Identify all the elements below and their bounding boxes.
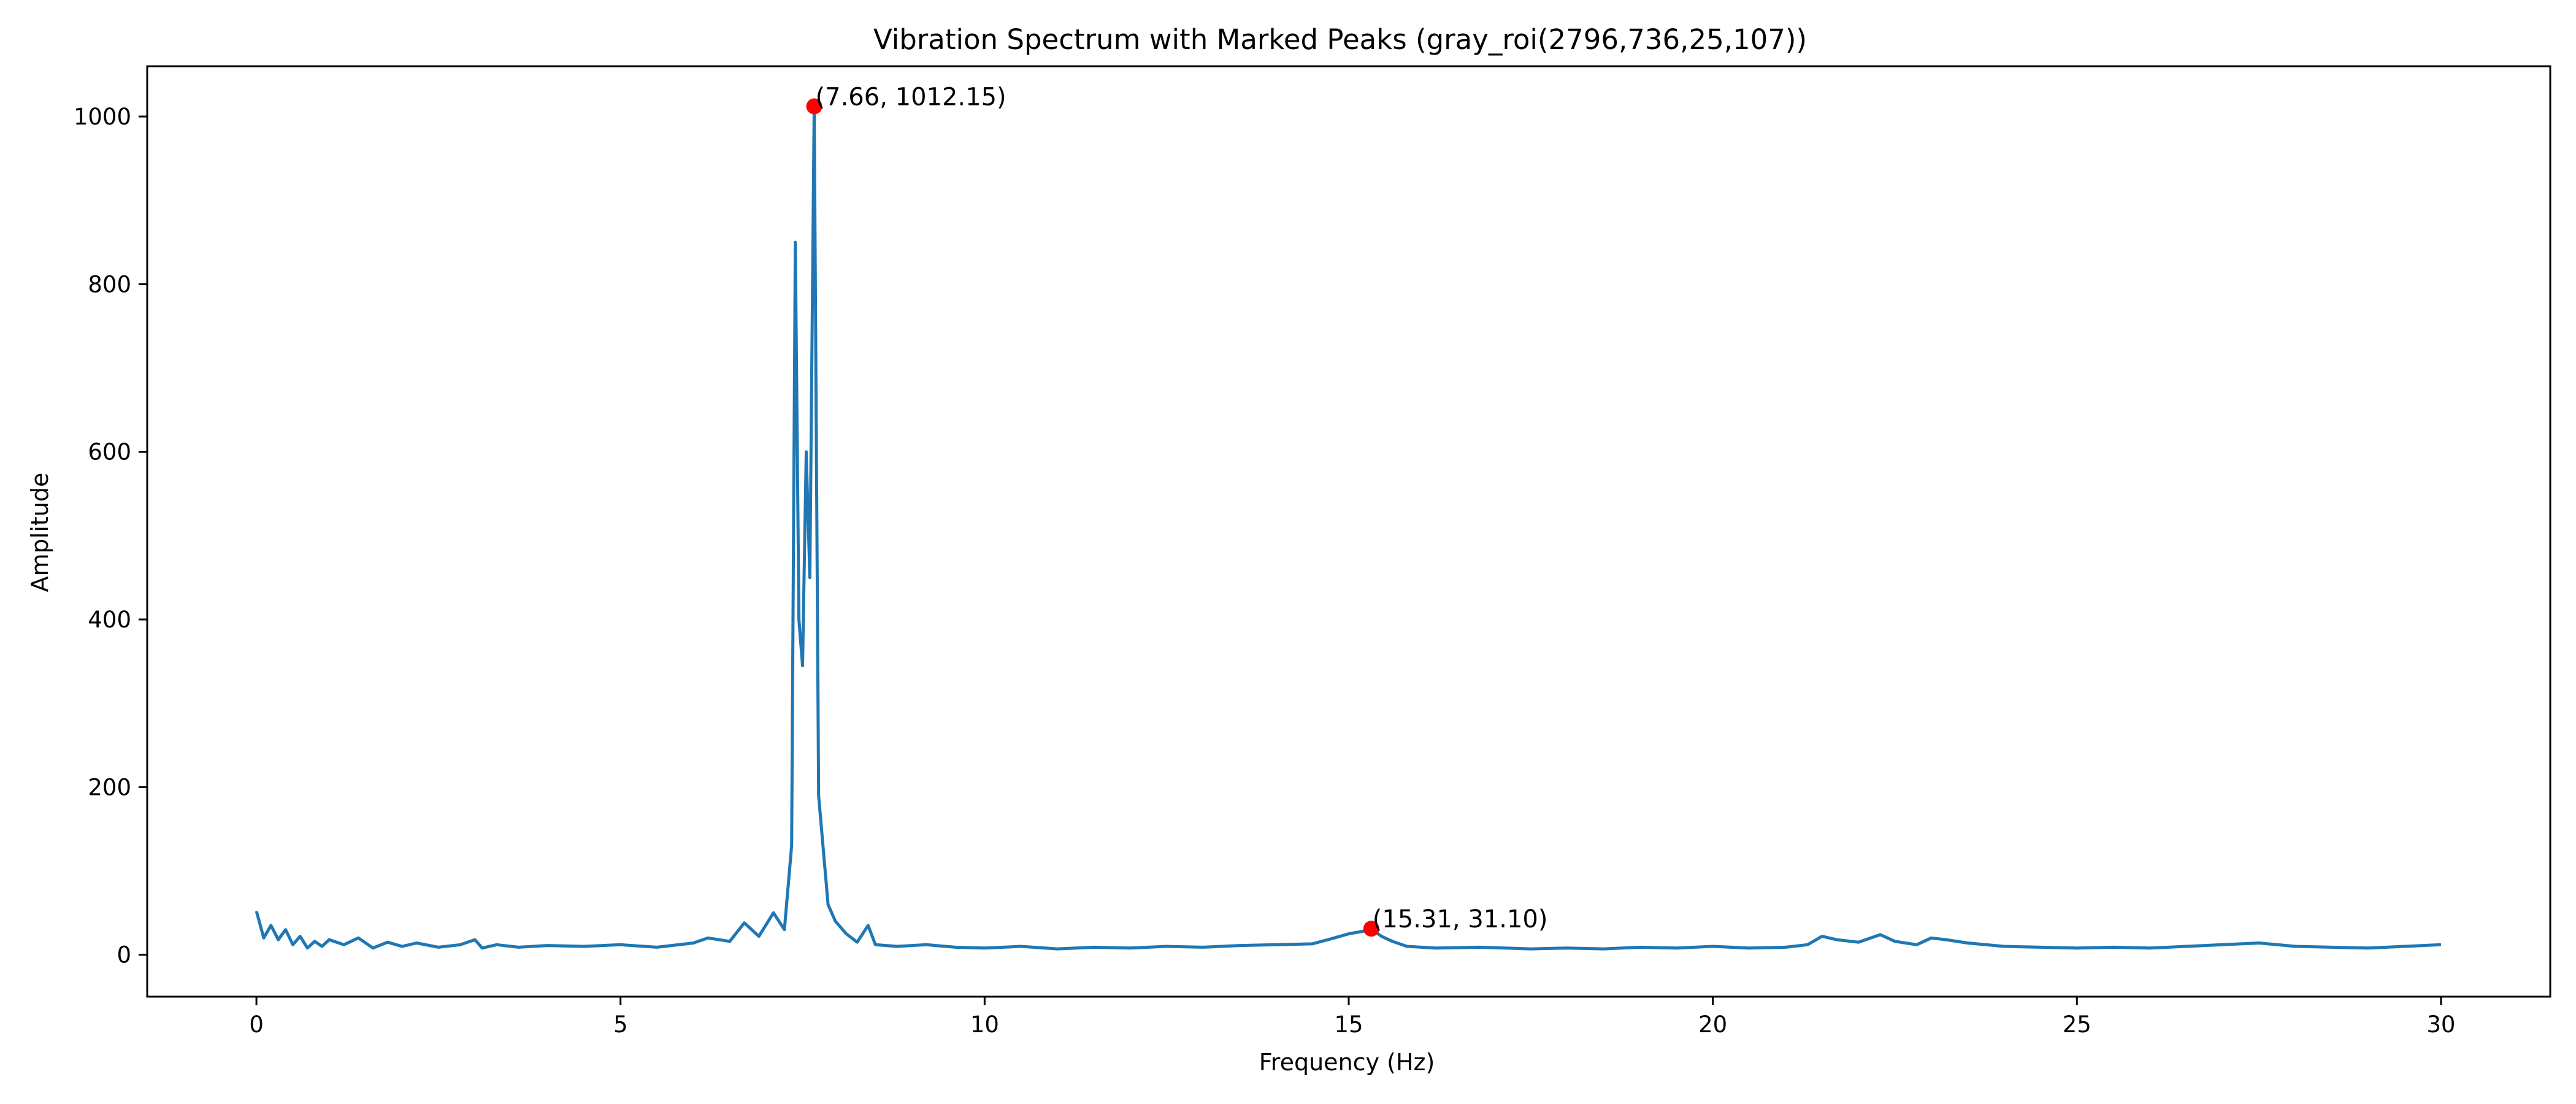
x-tick-label: 5	[613, 1011, 628, 1038]
x-tick-label: 15	[1334, 1011, 1363, 1038]
y-tick-label: 0	[117, 942, 131, 968]
peak-annotation: (15.31, 31.10)	[1373, 905, 1548, 933]
y-tick-label: 800	[88, 271, 131, 297]
spectrum-line	[255, 104, 2442, 951]
peak-marker	[806, 98, 822, 115]
x-tick-label: 0	[249, 1011, 264, 1038]
y-tick-label: 600	[88, 439, 131, 466]
chart-title: Vibration Spectrum with Marked Peaks (gr…	[873, 23, 1807, 56]
peak-marker	[1363, 921, 1379, 937]
x-tick-label: 10	[970, 1011, 999, 1038]
x-tick-label: 30	[2426, 1011, 2455, 1038]
x-tick-label: 25	[2063, 1011, 2091, 1038]
y-tick-label: 200	[88, 774, 131, 800]
plot-area: 0 5 10 15 20 25 30 0 200 400 600 800 1000 (7.66, 1012…	[74, 65, 2551, 1038]
x-axis-label: Frequency (Hz)	[1259, 1049, 1435, 1076]
x-tick-label: 20	[1698, 1011, 1727, 1038]
y-axis-label: Amplitude	[26, 473, 53, 592]
y-tick-label: 1000	[74, 104, 131, 130]
y-tick-label: 400	[88, 607, 131, 633]
peak-annotation: (7.66, 1012.15)	[816, 83, 1006, 111]
axes-frame	[146, 65, 2551, 998]
